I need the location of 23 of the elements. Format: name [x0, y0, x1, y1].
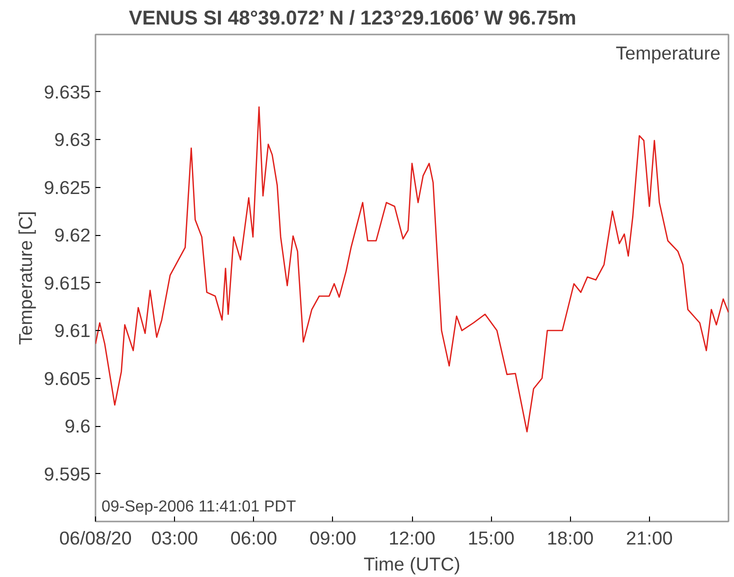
x-tick-label: 03:00: [151, 528, 198, 548]
annotation: 09-Sep-2006 11:41:01 PDT: [102, 498, 296, 516]
y-tick-label: 9.62: [54, 224, 90, 246]
y-tick-label: 9.635: [44, 81, 90, 102]
x-tick-label: 06/08/20: [59, 528, 132, 548]
x-tick-label: 15:00: [468, 528, 514, 548]
x-tick-label: 09:00: [310, 528, 356, 548]
y-tick-label: 9.605: [44, 368, 90, 389]
x-tick-label: 18:00: [546, 528, 594, 548]
x-tick-label: 21:00: [626, 528, 673, 548]
y-tick-label: 9.63: [54, 129, 90, 150]
x-tick-label: 12:00: [388, 528, 436, 548]
y-axis-title: Temperature [C]: [14, 211, 36, 345]
annotation: Temperature: [616, 42, 721, 64]
x-tick-label: 06:00: [230, 528, 278, 548]
y-tick-label: 9.6: [64, 416, 91, 437]
y-tick-label: 9.595: [44, 463, 90, 484]
y-tick-label: 9.625: [44, 176, 90, 198]
chart-title: VENUS SI 48°39.072’ N / 123°29.1606’ W 96.75m: [128, 8, 576, 30]
y-tick-label: 9.615: [44, 272, 90, 294]
x-axis-title: Time (UTC): [364, 554, 460, 574]
line-series: [96, 106, 728, 432]
y-tick-label: 9.61: [54, 320, 90, 342]
